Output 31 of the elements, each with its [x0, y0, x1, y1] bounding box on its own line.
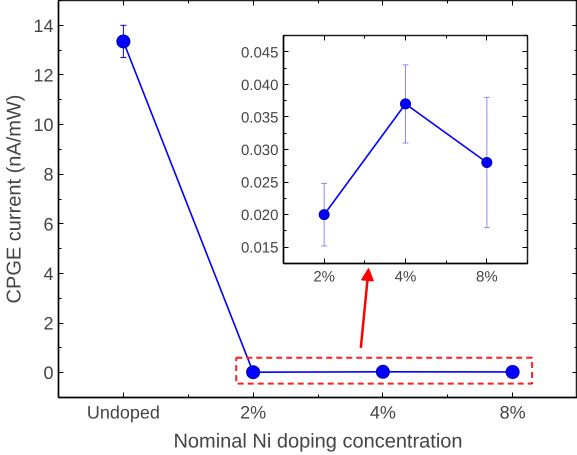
- x-axis-title: Nominal Ni doping concentration: [173, 430, 463, 452]
- y-tick-label: 0.030: [240, 142, 279, 159]
- y-tick-label: 0.035: [240, 109, 279, 126]
- x-tick-label: 2%: [313, 268, 336, 286]
- y-tick-label: 6: [43, 214, 54, 234]
- y-tick-label: 2: [43, 314, 54, 334]
- point: [376, 364, 390, 379]
- point: [246, 365, 260, 380]
- x-tick-label: 4%: [394, 268, 416, 286]
- point: [318, 209, 330, 220]
- y-tick-label: 0.025: [240, 174, 279, 192]
- y-tick-label: 0.040: [240, 76, 279, 94]
- x-tick-label: Undoped: [86, 402, 160, 422]
- y-tick-label: 10: [33, 115, 54, 136]
- point: [481, 157, 492, 168]
- y-tick-label: 0.015: [240, 240, 279, 257]
- y-tick-label: 14: [33, 16, 54, 36]
- y-axis-title: CPGE current (nA/mW): [3, 94, 26, 304]
- x-tick-label: 8%: [500, 402, 526, 422]
- y-tick-label: 8: [43, 164, 54, 185]
- y-tick-label: 12: [33, 65, 54, 86]
- point: [400, 98, 411, 110]
- point: [116, 34, 130, 48]
- y-tick-label: 0.045: [240, 44, 279, 62]
- x-tick-label: 2%: [240, 402, 266, 422]
- y-tick-label: 0.020: [240, 207, 279, 224]
- point: [506, 365, 520, 379]
- x-tick-label: 4%: [370, 402, 396, 422]
- y-tick-label: 4: [43, 264, 54, 284]
- y-tick-label: 0: [43, 363, 54, 384]
- x-tick-label: 8%: [476, 268, 498, 286]
